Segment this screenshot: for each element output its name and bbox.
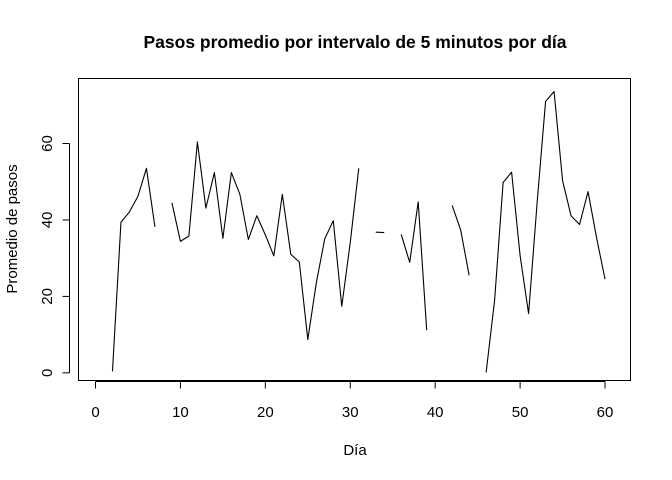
series-line-segment (111, 167, 156, 372)
x-tick-label: 20 (257, 404, 274, 421)
series-line-segment (171, 141, 360, 341)
y-tick-label: 20 (39, 288, 56, 305)
y-axis-title: Promedio de pasos (4, 164, 21, 293)
series-line-segment (451, 205, 470, 276)
chart-title: Pasos promedio por intervalo de 5 minuto… (144, 32, 567, 52)
y-tick-label: 60 (39, 135, 56, 152)
series-line-segment (400, 201, 428, 331)
x-axis-title: Día (343, 442, 367, 459)
y-axis: 0 20 40 60 (39, 135, 70, 377)
x-tick-label: 60 (597, 404, 614, 421)
x-tick-label: 50 (512, 404, 529, 421)
x-tick-label: 10 (172, 404, 189, 421)
y-tick-label: 40 (39, 212, 56, 229)
x-axis: 0 10 20 30 40 50 60 (91, 381, 614, 421)
series-line-segment (485, 90, 606, 373)
x-tick-label: 0 (91, 404, 99, 421)
y-tick-label: 0 (39, 369, 56, 377)
series-lines (111, 90, 606, 373)
x-tick-label: 40 (427, 404, 444, 421)
x-ticks: 0 10 20 30 40 50 60 (91, 381, 614, 421)
y-ticks: 0 20 40 60 (39, 135, 70, 377)
plot-frame (78, 78, 631, 381)
x-tick-label: 30 (342, 404, 359, 421)
